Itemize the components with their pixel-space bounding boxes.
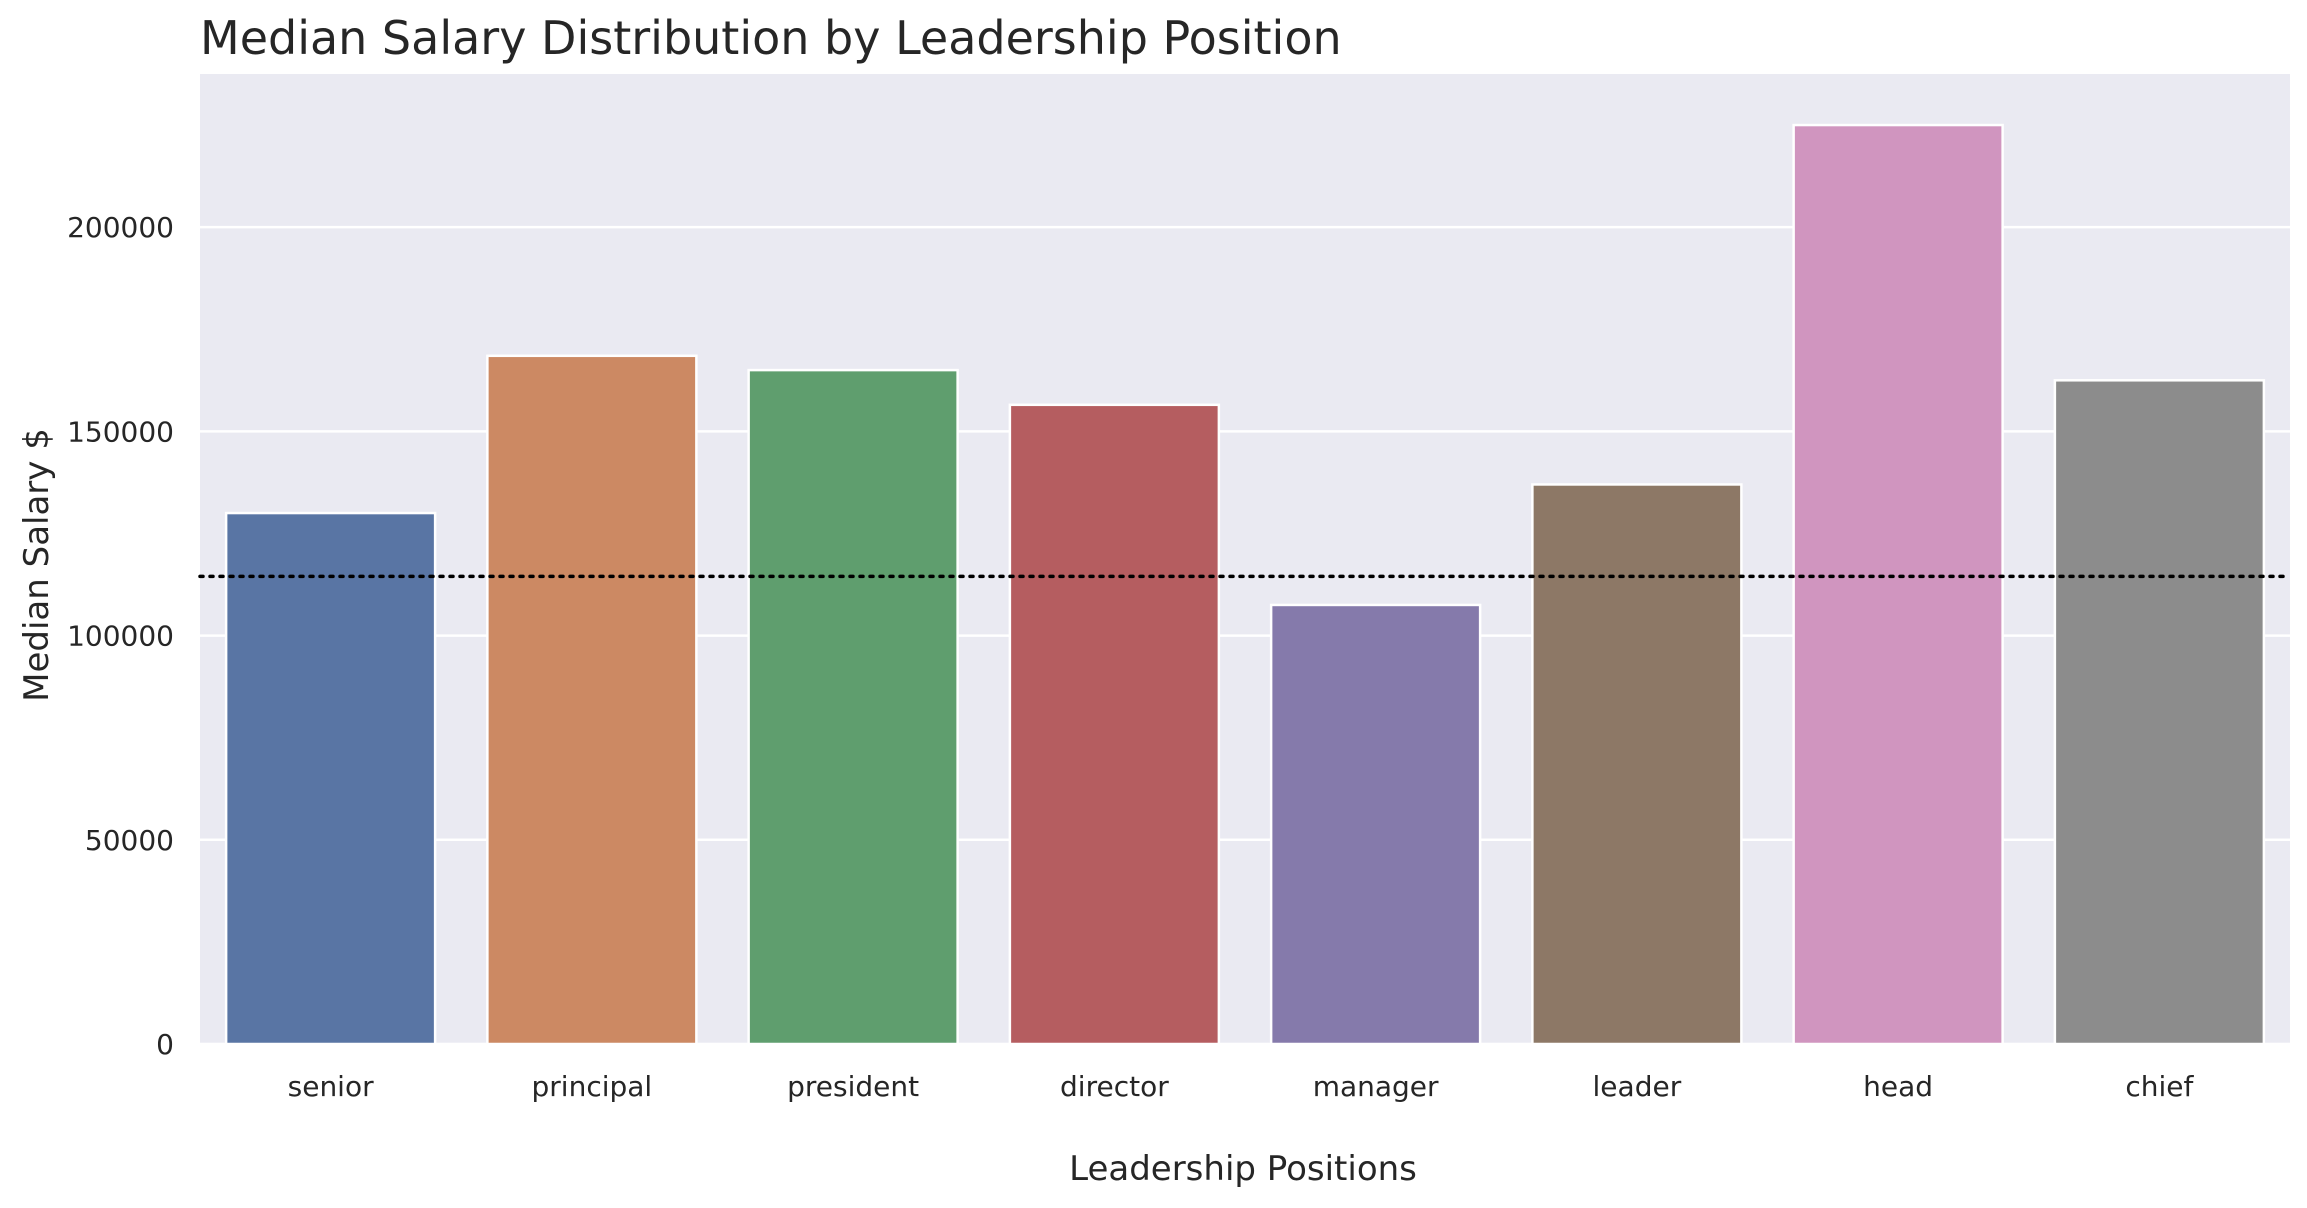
y-tick-label: 0 <box>156 1028 174 1061</box>
y-tick-label: 50000 <box>85 824 174 857</box>
x-tick-labels: senior principal president director manager l… <box>288 1070 2195 1103</box>
bar-chief <box>2053 379 2266 1046</box>
y-axis-label: Median Salary $ <box>17 428 57 702</box>
x-tick-label-chief: chief <box>2125 1070 2194 1103</box>
x-axis-label: Leadership Positions <box>1069 1149 1417 1189</box>
bar-head <box>1792 123 2004 1046</box>
x-tick-label-senior: senior <box>288 1070 374 1103</box>
x-tick-label-manager: manager <box>1313 1070 1439 1103</box>
bar-director <box>1008 403 1221 1046</box>
bar-president <box>747 368 959 1046</box>
x-tick-label-director: director <box>1060 1070 1169 1103</box>
y-tick-label: 150000 <box>67 415 174 448</box>
bar-principal <box>486 354 698 1046</box>
bars <box>224 123 2266 1046</box>
y-tick-label: 100000 <box>67 620 174 653</box>
x-tick-label-president: president <box>787 1070 919 1103</box>
bar-manager <box>1269 603 1482 1046</box>
x-tick-label-leader: leader <box>1593 1070 1682 1103</box>
y-tick-label: 200000 <box>67 211 174 244</box>
bar-senior <box>224 511 437 1046</box>
y-tick-labels: 0 50000 100000 150000 200000 <box>67 211 174 1061</box>
chart-title: Median Salary Distribution by Leadership… <box>200 11 1342 65</box>
bar-leader <box>1531 483 1743 1046</box>
x-tick-label-principal: principal <box>532 1070 653 1103</box>
x-tick-label-head: head <box>1863 1070 1933 1103</box>
